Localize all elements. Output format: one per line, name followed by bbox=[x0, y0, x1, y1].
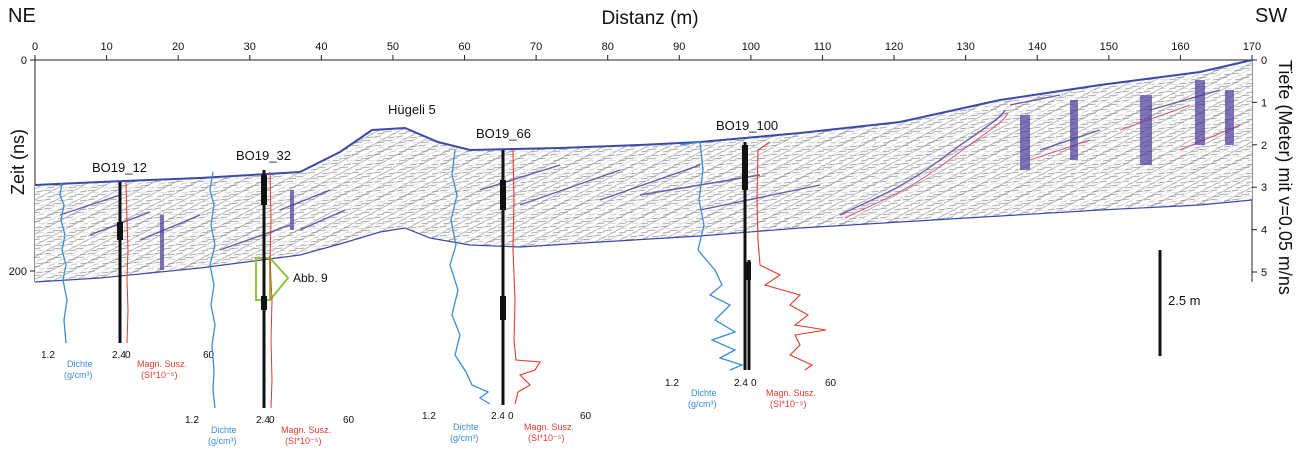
huegel-label: Hügeli 5 bbox=[388, 102, 436, 117]
bottom-boundary-line bbox=[34, 199, 1253, 283]
right-tick-label: 4 bbox=[1261, 225, 1267, 237]
susz-min: 0 bbox=[508, 411, 514, 422]
susz-unit: (SI*10⁻⁵) bbox=[770, 399, 807, 409]
x-tick-label: 130 bbox=[956, 41, 974, 53]
borehole-bo19-100: BO19_100 1.2 2.4 0 60 Dichte (g/cm³) Mag… bbox=[665, 118, 837, 409]
x-tick-label: 80 bbox=[602, 41, 614, 53]
susz-label: Magn. Susz. bbox=[766, 388, 816, 398]
borehole-name: BO19_100 bbox=[716, 118, 778, 133]
density-curve bbox=[209, 171, 216, 409]
density-label: Dichte bbox=[691, 388, 717, 398]
x-tick-label: 20 bbox=[172, 41, 184, 53]
x-tick-label: 160 bbox=[1171, 41, 1189, 53]
x-tick-label: 150 bbox=[1100, 41, 1118, 53]
density-min: 1.2 bbox=[665, 378, 679, 389]
direction-label-ne: NE bbox=[8, 5, 36, 27]
susceptibility-curve bbox=[512, 149, 541, 405]
density-max: 2.4 bbox=[112, 350, 126, 361]
right-axis-ticks: 0 1 2 3 4 5 bbox=[1252, 55, 1267, 279]
scale-bar: 2.5 m bbox=[1158, 250, 1201, 356]
left-axis-ticks: 0 200 bbox=[9, 55, 35, 278]
right-tick-label: 1 bbox=[1261, 97, 1267, 109]
borehole-name: BO19_32 bbox=[236, 148, 291, 163]
right-axis-title: Tiefe (Meter) mit v=0.05 m/ns bbox=[1275, 60, 1295, 295]
susz-label: Magn. Susz. bbox=[524, 422, 574, 432]
abb-9-marker: Abb. 9 bbox=[255, 257, 328, 301]
surface-line bbox=[34, 59, 1253, 186]
x-tick-label: 0 bbox=[32, 41, 38, 53]
susz-label: Magn. Susz. bbox=[281, 425, 331, 435]
density-min: 1.2 bbox=[422, 411, 436, 422]
susz-min: 0 bbox=[269, 415, 275, 426]
susz-max: 60 bbox=[825, 378, 837, 389]
density-curve bbox=[449, 149, 491, 405]
susz-max: 60 bbox=[343, 415, 355, 426]
susz-unit: (SI*10⁻⁵) bbox=[285, 436, 322, 446]
abb-9-label: Abb. 9 bbox=[293, 271, 328, 285]
right-tick-label: 2 bbox=[1261, 140, 1267, 152]
x-tick-label: 40 bbox=[315, 41, 327, 53]
x-tick-label: 70 bbox=[530, 41, 542, 53]
left-tick-label: 0 bbox=[21, 55, 27, 67]
x-tick-label: 110 bbox=[814, 41, 832, 53]
density-unit: (g/cm³) bbox=[208, 436, 237, 446]
density-curve bbox=[679, 141, 744, 371]
susceptibility-curve bbox=[125, 182, 129, 344]
x-axis-ticks: 0 10 20 30 40 50 60 70 80 90 100 110 120 130 140 150 160… bbox=[32, 41, 1261, 60]
x-tick-label: 60 bbox=[458, 41, 470, 53]
direction-label-sw: SW bbox=[1255, 5, 1287, 27]
x-tick-label: 140 bbox=[1028, 41, 1046, 53]
susz-unit: (SI*10⁻⁵) bbox=[528, 433, 565, 443]
susz-label: Magn. Susz. bbox=[137, 359, 187, 369]
susz-unit: (SI*10⁻⁵) bbox=[141, 370, 178, 380]
x-axis-title: Distanz (m) bbox=[601, 8, 698, 29]
susz-min: 0 bbox=[751, 378, 757, 389]
density-unit: (g/cm³) bbox=[688, 399, 717, 409]
radargram bbox=[35, 60, 1252, 282]
density-curve bbox=[59, 182, 68, 344]
x-tick-label: 10 bbox=[100, 41, 112, 53]
borehole-bo19-12: BO19_12 1.2 2.4 0 60 Dichte (g/cm³) Magn… bbox=[41, 160, 215, 380]
density-min: 1.2 bbox=[185, 415, 199, 426]
x-tick-label: 90 bbox=[673, 41, 685, 53]
density-unit: (g/cm³) bbox=[64, 370, 93, 380]
x-tick-label: 50 bbox=[387, 41, 399, 53]
borehole-name: BO19_12 bbox=[92, 160, 147, 175]
density-label: Dichte bbox=[67, 359, 93, 369]
left-tick-label: 200 bbox=[9, 266, 27, 278]
borehole-bo19-32: BO19_32 1.2 2.4 0 60 Dichte (g/cm³) Magn… bbox=[185, 148, 355, 446]
density-max: 2.4 bbox=[256, 415, 270, 426]
right-tick-label: 0 bbox=[1261, 55, 1267, 67]
scale-bar-label: 2.5 m bbox=[1168, 293, 1201, 308]
susz-max: 60 bbox=[580, 411, 592, 422]
density-max: 2.4 bbox=[734, 378, 748, 389]
borehole-name: BO19_66 bbox=[476, 126, 531, 141]
density-min: 1.2 bbox=[41, 350, 55, 361]
density-max: 2.4 bbox=[491, 411, 505, 422]
density-unit: (g/cm³) bbox=[450, 433, 479, 443]
density-label: Dichte bbox=[211, 425, 237, 435]
right-tick-label: 5 bbox=[1261, 267, 1267, 279]
susceptibility-curve bbox=[756, 141, 827, 371]
x-tick-label: 30 bbox=[244, 41, 256, 53]
susz-max: 60 bbox=[203, 350, 215, 361]
susz-min: 0 bbox=[125, 350, 131, 361]
density-label: Dichte bbox=[453, 422, 479, 432]
x-tick-label: 170 bbox=[1243, 41, 1261, 53]
right-tick-label: 3 bbox=[1261, 182, 1267, 194]
x-tick-label: 100 bbox=[742, 41, 760, 53]
borehole-bo19-66: BO19_66 1.2 2.4 0 60 Dichte (g/cm³) Magn… bbox=[422, 126, 592, 443]
x-tick-label: 120 bbox=[885, 41, 903, 53]
left-axis-title: Zeit (ns) bbox=[8, 129, 28, 195]
susceptibility-curve bbox=[269, 171, 273, 409]
